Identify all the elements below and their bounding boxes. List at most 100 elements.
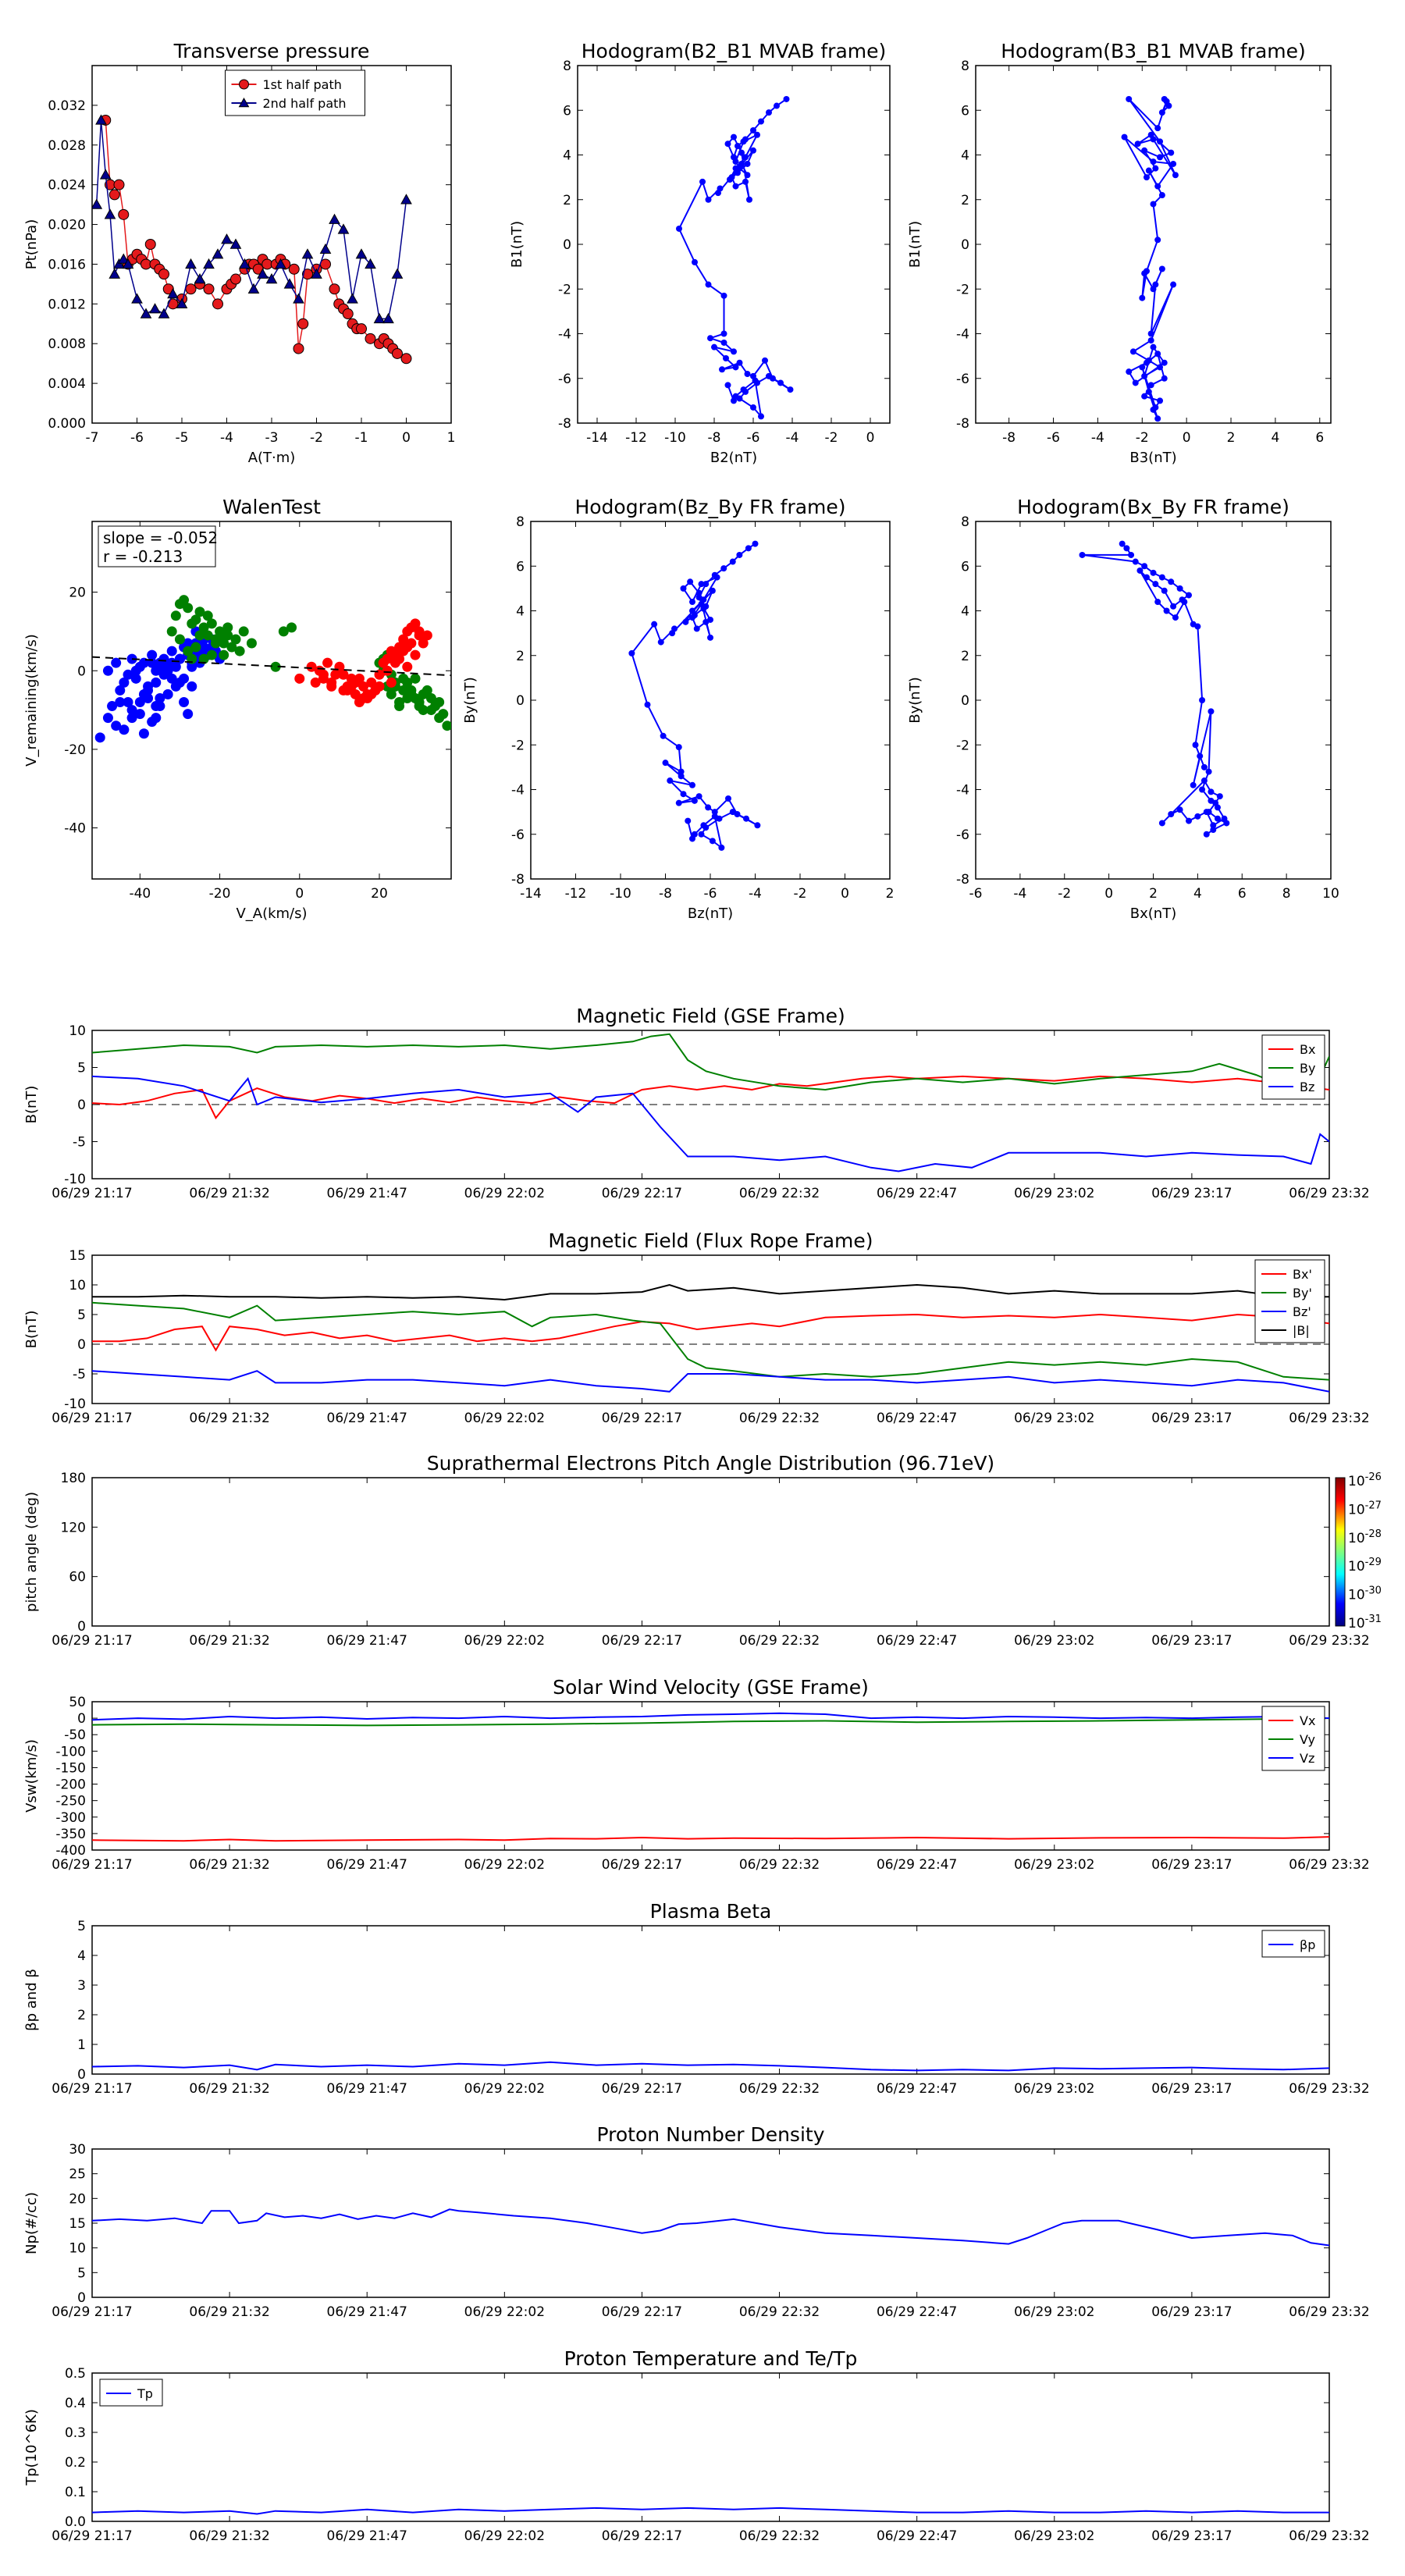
hodogram-point xyxy=(709,587,716,594)
x-tick-label: -2 xyxy=(1058,886,1071,902)
x-tick-label: 06/29 23:32 xyxy=(1289,1857,1369,1873)
legend-label: 1st half path xyxy=(263,77,342,92)
hodogram-point xyxy=(660,732,667,739)
x-tick-label: -6 xyxy=(747,430,760,446)
data-point xyxy=(183,646,194,656)
hodogram-point xyxy=(707,335,713,342)
x-tick-label: 06/29 23:32 xyxy=(1289,2304,1369,2320)
hodogram-point xyxy=(705,804,712,811)
x-tick-label: 06/29 23:32 xyxy=(1289,1633,1369,1649)
hodogram-point xyxy=(758,118,764,125)
y-tick-label: -100 xyxy=(55,1744,86,1759)
data-point xyxy=(354,673,365,684)
data-point xyxy=(102,665,113,676)
data-point xyxy=(425,692,436,703)
data-point xyxy=(119,677,130,688)
y-tick-label: 0.2 xyxy=(65,2455,86,2471)
hodogram-point xyxy=(723,354,729,361)
x-tick-label: 06/29 22:17 xyxy=(602,2304,682,2320)
data-point xyxy=(425,705,436,716)
x-tick-label: 06/29 23:02 xyxy=(1014,2304,1094,2320)
chart-title: Plasma Beta xyxy=(650,1900,772,1923)
hodogram-point xyxy=(657,639,664,646)
data-point xyxy=(143,692,154,703)
x-tick-label: -6 xyxy=(704,886,717,902)
hodogram-point xyxy=(1200,763,1208,770)
chart-walen-test: -40 -20 0 20 -40 -20 0 20 WalenTest V_A(km/s) V_re… xyxy=(23,496,452,922)
y-tick-label: -6 xyxy=(511,827,525,843)
data-point xyxy=(151,713,162,724)
hodogram-point xyxy=(752,377,759,384)
x-tick-label: 06/29 23:02 xyxy=(1014,1186,1094,1201)
data-point xyxy=(198,653,209,664)
hodogram-point xyxy=(709,838,716,845)
x-tick-label: 06/29 23:02 xyxy=(1014,1633,1094,1649)
plot-area xyxy=(92,114,412,365)
x-tick-label: 4 xyxy=(1193,886,1202,902)
x-tick-label: 06/29 22:02 xyxy=(464,1411,545,1426)
y-tick-label: -50 xyxy=(64,1727,86,1743)
hodogram-point xyxy=(691,797,698,804)
hodogram-point xyxy=(682,618,689,625)
plot-area xyxy=(676,95,794,420)
chart-title: Solar Wind Velocity (GSE Frame) xyxy=(553,1676,869,1699)
data-point xyxy=(286,622,297,633)
hodogram-point xyxy=(1208,788,1215,795)
y-tick-label: 50 xyxy=(69,1695,86,1710)
data-point xyxy=(108,268,121,279)
x-tick-label: -5 xyxy=(176,430,189,446)
chart-pitch-angle: 0 60 120 180 06/29 21:17 06/29 21:32 06/29 21:… xyxy=(23,1452,1382,1649)
data-point xyxy=(293,293,304,304)
hodogram-point xyxy=(1154,183,1161,190)
data-point xyxy=(123,669,133,680)
data-point xyxy=(247,283,260,294)
legend-box xyxy=(225,69,365,116)
hodogram-point xyxy=(1199,697,1206,703)
hodogram-point xyxy=(1157,138,1164,145)
y-axis-label: pitch angle (deg) xyxy=(23,1492,40,1612)
chart-proton-temperature: 0.0 0.1 0.2 0.3 0.4 0.5 06/29 21:17 06/29 21:32… xyxy=(23,2347,1370,2544)
x-tick-label: 06/29 22:02 xyxy=(464,2081,545,2097)
chart-title: Proton Number Density xyxy=(597,2123,825,2146)
x-tick-label: 06/29 21:17 xyxy=(52,1411,132,1426)
annotation-text: r = -0.213 xyxy=(103,547,183,566)
hodogram-point xyxy=(713,574,720,581)
data-point xyxy=(119,724,130,735)
hodogram-point xyxy=(1161,359,1168,366)
hodogram-point xyxy=(702,581,710,588)
x-tick-label: 06/29 22:47 xyxy=(877,1633,957,1649)
plot-area xyxy=(92,1712,1329,1842)
data-point xyxy=(293,343,304,354)
hodogram-point xyxy=(698,831,705,838)
hodogram-point xyxy=(1163,607,1170,614)
y-tick-label: 0.028 xyxy=(48,138,86,154)
hodogram-point xyxy=(1141,147,1148,154)
data-point xyxy=(329,213,340,224)
data-point xyxy=(382,665,393,676)
x-tick-label: -4 xyxy=(1013,886,1026,902)
y-tick-label: -8 xyxy=(956,872,969,888)
hodogram-point xyxy=(731,133,737,141)
y-tick-label: 2 xyxy=(961,193,969,208)
colorbar-label: 10-27 xyxy=(1348,1500,1382,1517)
x-tick-label: 06/29 21:47 xyxy=(327,1411,407,1426)
data-point xyxy=(155,657,165,668)
hodogram-point xyxy=(720,565,727,572)
x-tick-label: 06/29 23:17 xyxy=(1151,1186,1232,1201)
hodogram-point xyxy=(687,578,694,585)
x-tick-label: 06/29 21:47 xyxy=(327,2304,407,2320)
data-point xyxy=(104,208,116,219)
data-point xyxy=(338,669,349,680)
x-tick-label: -6 xyxy=(1047,430,1060,446)
hodogram-point xyxy=(724,141,731,148)
x-tick-label: 06/29 23:02 xyxy=(1014,2528,1094,2544)
data-point xyxy=(115,697,126,708)
hodogram-point xyxy=(675,799,682,806)
x-tick-label: 06/29 22:17 xyxy=(602,1411,682,1426)
hodogram-point xyxy=(1158,265,1165,272)
x-tick-label: -4 xyxy=(1091,430,1104,446)
hodogram-point xyxy=(1214,815,1221,822)
data-point xyxy=(131,293,143,304)
chart-proton-density: 0 5 10 15 20 25 30 06/29 21:17 06/29 21:32 06/29 … xyxy=(23,2123,1370,2320)
y-tick-label: -4 xyxy=(511,783,525,799)
